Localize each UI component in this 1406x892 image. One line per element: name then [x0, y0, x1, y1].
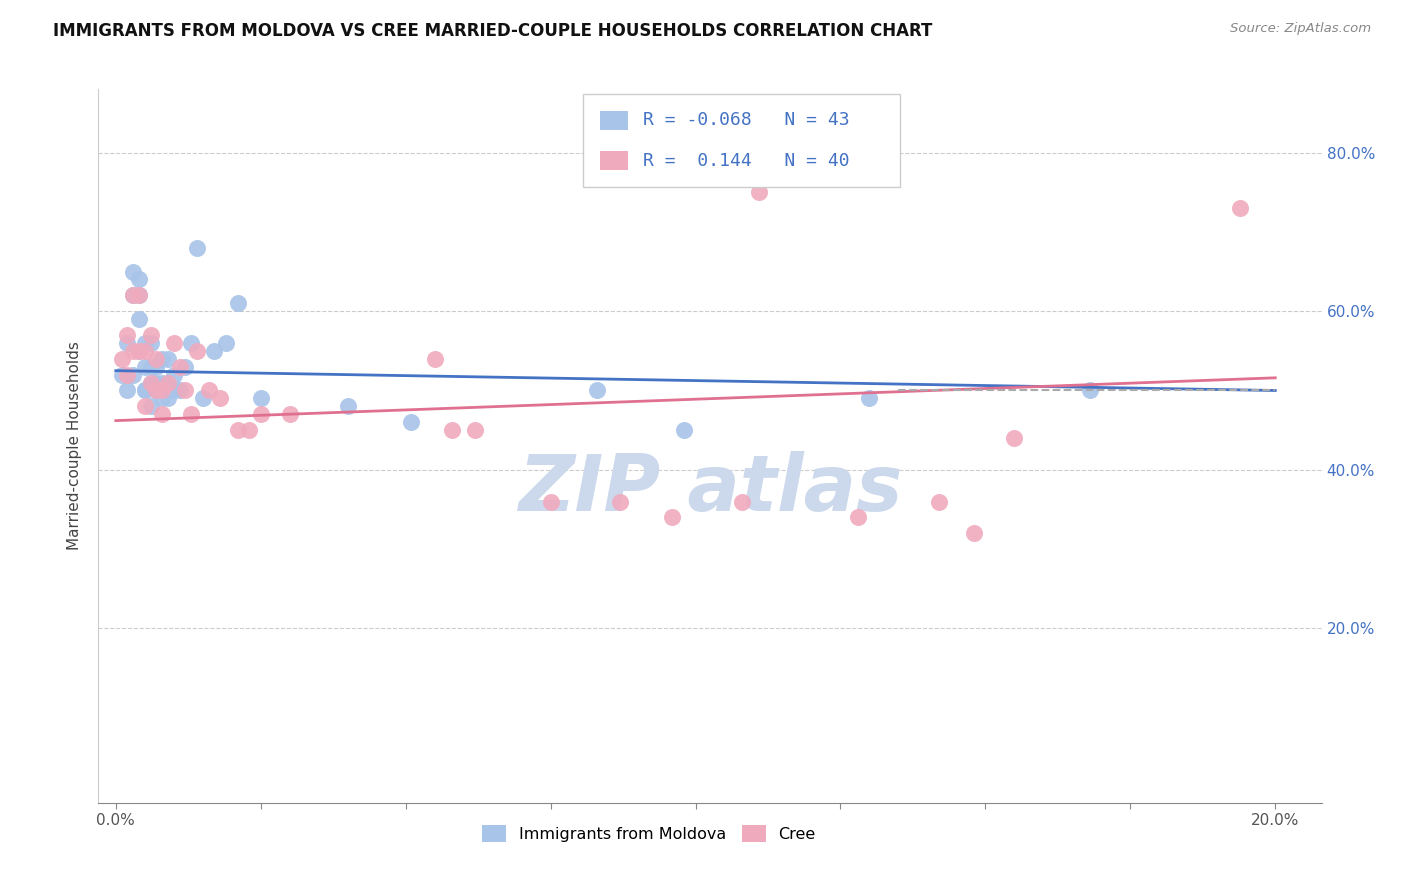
Point	[464, 423, 486, 437]
Point	[661, 510, 683, 524]
Point	[134, 384, 156, 398]
Point	[846, 510, 869, 524]
Point	[163, 368, 186, 382]
Point	[117, 384, 139, 398]
Point	[128, 272, 150, 286]
Point	[150, 351, 173, 366]
Point	[163, 335, 186, 350]
Text: R = -0.068   N = 43: R = -0.068 N = 43	[643, 112, 849, 129]
Point	[145, 384, 167, 398]
Point	[202, 343, 225, 358]
Point	[731, 494, 754, 508]
Point	[134, 335, 156, 350]
Point	[963, 526, 986, 541]
Point	[139, 400, 162, 414]
Point	[186, 343, 208, 358]
Point	[145, 376, 167, 390]
Point	[128, 288, 150, 302]
Point	[110, 351, 132, 366]
Point	[215, 335, 238, 350]
Point	[139, 376, 162, 390]
Point	[586, 384, 609, 398]
Point	[117, 328, 139, 343]
Point	[134, 400, 156, 414]
Point	[110, 368, 132, 382]
Point	[672, 423, 695, 437]
Point	[238, 423, 260, 437]
Point	[134, 384, 156, 398]
Point	[249, 392, 271, 406]
Point	[117, 335, 139, 350]
Point	[209, 392, 232, 406]
Point	[122, 288, 145, 302]
Point	[139, 376, 162, 390]
Point	[128, 343, 150, 358]
Point	[174, 359, 197, 374]
Point	[1078, 384, 1101, 398]
Point	[441, 423, 464, 437]
Point	[128, 288, 150, 302]
Text: R =  0.144   N = 40: R = 0.144 N = 40	[643, 152, 849, 169]
Point	[163, 384, 186, 398]
Point	[1002, 431, 1025, 445]
Text: IMMIGRANTS FROM MOLDOVA VS CREE MARRIED-COUPLE HOUSEHOLDS CORRELATION CHART: IMMIGRANTS FROM MOLDOVA VS CREE MARRIED-…	[53, 22, 932, 40]
Point	[156, 392, 179, 406]
Text: ZIP atlas: ZIP atlas	[517, 450, 903, 527]
Point	[145, 351, 167, 366]
Point	[134, 359, 156, 374]
Point	[150, 384, 173, 398]
Point	[278, 407, 301, 421]
Point	[156, 351, 179, 366]
Point	[139, 359, 162, 374]
Point	[122, 288, 145, 302]
Text: Source: ZipAtlas.com: Source: ZipAtlas.com	[1230, 22, 1371, 36]
Point	[128, 312, 150, 326]
Point	[128, 343, 150, 358]
Point	[150, 376, 173, 390]
Point	[540, 494, 562, 508]
Point	[748, 186, 770, 200]
Point	[191, 392, 214, 406]
Point	[197, 384, 219, 398]
Point	[858, 392, 880, 406]
Point	[169, 384, 191, 398]
Point	[174, 384, 197, 398]
Point	[226, 296, 249, 310]
Point	[150, 392, 173, 406]
Point	[122, 368, 145, 382]
Point	[122, 343, 145, 358]
Point	[186, 241, 208, 255]
Point	[117, 368, 139, 382]
Point	[145, 359, 167, 374]
Point	[122, 264, 145, 278]
Point	[226, 423, 249, 437]
Point	[169, 359, 191, 374]
Point	[139, 335, 162, 350]
Point	[336, 400, 359, 414]
Point	[423, 351, 446, 366]
Point	[145, 384, 167, 398]
Point	[150, 407, 173, 421]
Point	[249, 407, 271, 421]
Y-axis label: Married-couple Households: Married-couple Households	[67, 342, 83, 550]
Point	[134, 343, 156, 358]
Point	[401, 415, 423, 429]
Point	[609, 494, 631, 508]
Point	[139, 328, 162, 343]
Point	[928, 494, 950, 508]
Point	[180, 407, 202, 421]
Point	[1229, 201, 1251, 215]
Point	[156, 376, 179, 390]
Legend: Immigrants from Moldova, Cree: Immigrants from Moldova, Cree	[475, 819, 823, 848]
Point	[180, 335, 202, 350]
